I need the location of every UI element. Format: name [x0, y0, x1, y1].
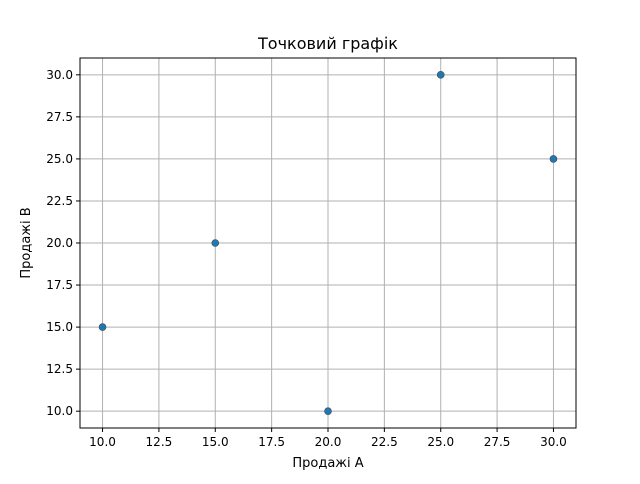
- y-tick-label: 12.5: [46, 362, 73, 376]
- data-point: [324, 407, 332, 415]
- y-tick-label: 22.5: [46, 194, 73, 208]
- x-tick-label: 30.0: [540, 435, 567, 449]
- x-tick-label: 10.0: [89, 435, 116, 449]
- y-tick-label: 25.0: [46, 152, 73, 166]
- x-tick-label: 25.0: [427, 435, 454, 449]
- x-tick-label: 15.0: [202, 435, 229, 449]
- y-tick-label: 10.0: [46, 404, 73, 418]
- x-tick-label: 20.0: [315, 435, 342, 449]
- y-tick-label: 30.0: [46, 68, 73, 82]
- x-axis-label: Продажі A: [292, 456, 363, 471]
- x-tick-label: 17.5: [258, 435, 285, 449]
- y-tick-label: 17.5: [46, 278, 73, 292]
- ticks-layer: 10.0 12.5 15.0 17.5 20.0 22.5 25.0 27.5 30.0 10.0…: [46, 68, 567, 449]
- x-tick-label: 27.5: [484, 435, 511, 449]
- points-layer: [98, 71, 558, 415]
- y-axis-label: Продажі B: [19, 207, 34, 278]
- data-point: [436, 71, 445, 79]
- y-tick-label: 15.0: [46, 320, 73, 334]
- grid-layer: [80, 58, 576, 428]
- x-tick-label: 22.5: [371, 435, 398, 449]
- y-tick-label: 20.0: [46, 236, 73, 250]
- data-point: [549, 155, 558, 163]
- x-tick-label: 12.5: [146, 435, 173, 449]
- data-point: [98, 323, 107, 331]
- chart-title: Точковий графік: [257, 34, 398, 53]
- data-point: [211, 239, 220, 247]
- y-tick-label: 27.5: [46, 110, 73, 124]
